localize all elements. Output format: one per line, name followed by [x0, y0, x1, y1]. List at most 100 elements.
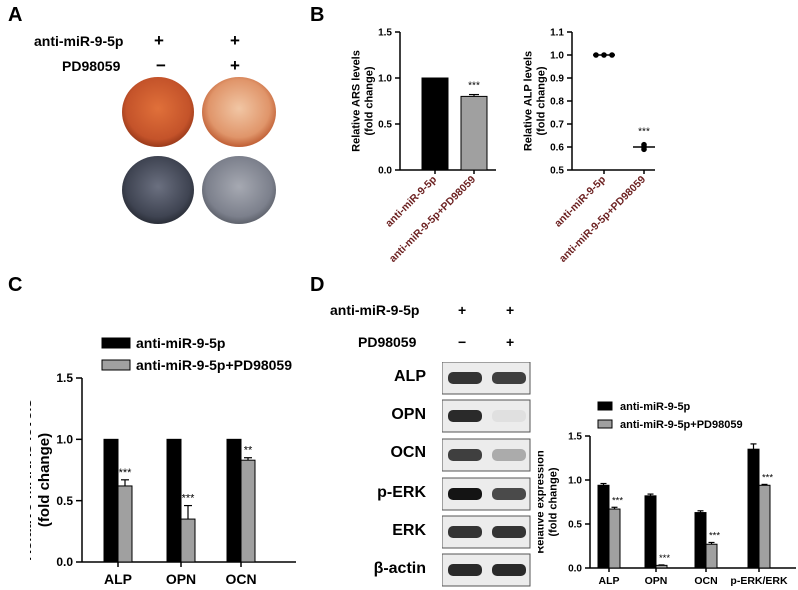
bar — [694, 512, 707, 569]
y-tick-label: 0.9 — [550, 74, 564, 85]
minus-sign: − — [156, 56, 166, 75]
data-point — [601, 52, 607, 58]
blot-band — [492, 372, 526, 384]
panel-label-b: B — [310, 4, 325, 26]
significance-label: *** — [119, 467, 133, 479]
plus-sign: + — [154, 31, 164, 50]
blot-label-erk: ERK — [392, 522, 426, 539]
legend-label: anti-miR-9-5p — [620, 401, 691, 413]
x-tick-label: OCN — [225, 571, 256, 587]
plus-sign: + — [230, 56, 240, 75]
y-tick-label: 1.5 — [378, 28, 392, 39]
plus-sign: + — [458, 302, 467, 318]
panel-label-a: A — [8, 4, 23, 26]
y-tick-label: 1.5 — [568, 432, 582, 443]
panel-label-d: D — [310, 274, 325, 296]
western-blot — [442, 362, 532, 590]
x-tick-label: OCN — [694, 575, 717, 587]
blot-band — [492, 449, 526, 461]
treatment-label-mir-a: anti-miR-9-5p — [34, 33, 124, 49]
y-tick-label: 0.5 — [550, 166, 564, 177]
significance-label: *** — [468, 81, 480, 92]
alp-well-pd98059 — [202, 156, 276, 224]
blot-band — [492, 526, 526, 538]
bar — [117, 485, 133, 563]
panel-label-c: C — [8, 274, 23, 296]
blot-band — [448, 410, 482, 422]
y-tick-label: 0.5 — [568, 520, 582, 531]
blot-band — [492, 410, 526, 422]
bar — [747, 448, 760, 569]
bar — [758, 484, 771, 569]
bar — [655, 564, 668, 569]
blot-band — [448, 449, 482, 461]
significance-label: *** — [762, 472, 773, 483]
y-tick-label: 1.1 — [550, 28, 564, 39]
y-tick-label: 0.0 — [378, 166, 392, 177]
y-tick-label: 1.0 — [378, 74, 392, 85]
blot-label-perk: p-ERK — [377, 484, 426, 501]
x-tick-label: ALP — [104, 571, 132, 587]
y-axis-label: (fold change) — [536, 66, 548, 135]
blot-band — [448, 564, 482, 576]
bar — [608, 508, 621, 569]
y-tick-label: 0.0 — [568, 564, 582, 575]
legend-swatch — [597, 401, 613, 411]
bar — [226, 438, 242, 563]
y-tick-label: 1.5 — [56, 371, 73, 385]
treatment-label-mir-d: anti-miR-9-5p — [330, 302, 420, 318]
stain-wells — [122, 77, 276, 224]
treatment-label-pd-d: PD98059 — [358, 334, 417, 350]
x-tick-label: p-ERK/ERK — [730, 575, 788, 587]
bar — [644, 495, 657, 569]
y-axis-label: (fold change) — [548, 467, 560, 536]
y-tick-label: 0.7 — [550, 120, 564, 131]
blot-label-opn: OPN — [391, 406, 426, 423]
minus-sign: − — [458, 334, 467, 350]
data-point — [593, 52, 599, 58]
alp-well-control — [122, 156, 194, 224]
legend-label: anti-miR-9-5p+PD98059 — [136, 357, 292, 373]
mrna-chart: 0.0 0.5 1.0 1.5 Relative mRNAs levels(fold c… — [30, 335, 296, 587]
bar — [705, 543, 718, 569]
blot-label-ocn: OCN — [390, 444, 426, 461]
bar — [180, 518, 196, 563]
legend-swatch — [101, 337, 131, 349]
blot-band — [448, 526, 482, 538]
ars-well-pd98059 — [202, 77, 276, 147]
plus-sign: + — [506, 302, 515, 318]
x-tick-label: OPN — [166, 571, 196, 587]
blot-label-bactin: β-actin — [373, 560, 426, 577]
treatment-label-pd-a: PD98059 — [62, 58, 121, 74]
protein-chart: 0.0 0.5 1.0 1.5 Relative expression (fold cha… — [538, 401, 796, 587]
significance-label: *** — [612, 495, 623, 506]
blot-band — [492, 488, 526, 500]
blot-band — [448, 372, 482, 384]
data-point — [641, 146, 647, 153]
blot-label-alp: ALP — [394, 368, 426, 385]
legend-label: anti-miR-9-5p — [136, 335, 225, 351]
y-axis-label: Relative ALP levels — [523, 51, 535, 151]
alp-chart: 0.5 0.6 0.7 0.8 0.9 1.0 1.1 Relative ALP levels… — [523, 28, 655, 265]
legend-swatch — [101, 359, 131, 371]
significance-label: *** — [709, 530, 720, 541]
bar — [166, 438, 182, 563]
bar — [240, 459, 256, 563]
y-tick-label: 0.8 — [550, 97, 564, 108]
bar — [103, 438, 119, 563]
y-axis-label: (fold change) — [36, 433, 53, 527]
legend-label: anti-miR-9-5p+PD98059 — [620, 419, 743, 431]
y-tick-label: 0.5 — [378, 120, 392, 131]
plus-sign: + — [506, 334, 515, 350]
y-tick-label: 0.6 — [550, 143, 564, 154]
y-tick-label: 1.0 — [568, 476, 582, 487]
significance-label: ** — [244, 445, 253, 457]
bar — [597, 484, 610, 569]
y-axis-label: Relative mRNAs levels — [30, 399, 35, 561]
legend-swatch — [597, 419, 613, 429]
significance-label: *** — [659, 553, 670, 564]
y-axis-label: Relative ARS levels — [351, 50, 363, 152]
significance-label: *** — [182, 493, 196, 505]
y-axis-label: (fold change) — [364, 66, 376, 135]
bar — [460, 95, 488, 171]
